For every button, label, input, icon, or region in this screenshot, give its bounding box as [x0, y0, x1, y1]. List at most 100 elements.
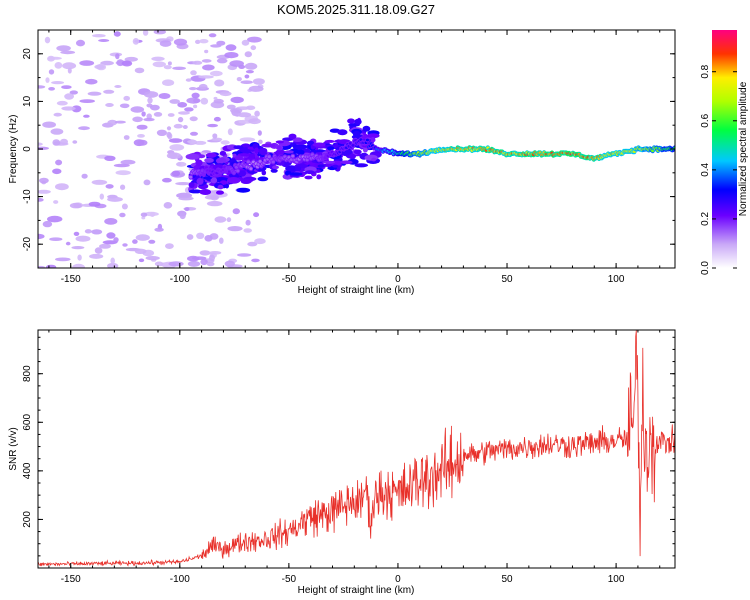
- noise-blob: [254, 110, 260, 117]
- noise-blob: [38, 142, 43, 146]
- signal-blob: [322, 160, 336, 164]
- noise-blob: [226, 104, 236, 110]
- noise-blob: [240, 80, 253, 84]
- noise-blob: [195, 39, 201, 45]
- noise-blob: [122, 243, 128, 247]
- noise-blob: [184, 107, 194, 112]
- noise-blob: [198, 75, 214, 79]
- noise-blob: [171, 170, 181, 177]
- x-tick-label: 50: [501, 574, 513, 585]
- noise-blob: [69, 202, 82, 209]
- noise-blob: [206, 261, 215, 267]
- noise-blob: [51, 81, 65, 85]
- snr-axes: -150 -100 -50 0 50 100 200 400 600 800: [22, 330, 675, 585]
- noise-blob: [163, 65, 172, 70]
- noise-blob: [208, 251, 222, 255]
- ridge-point: [351, 144, 355, 147]
- signal-blob: [327, 146, 335, 151]
- signal-blob: [217, 184, 224, 190]
- signal-blob: [226, 144, 238, 150]
- noise-blob: [38, 265, 46, 268]
- signal-blob: [195, 159, 203, 166]
- noise-blob: [186, 234, 194, 240]
- noise-blob: [153, 30, 166, 35]
- noise-blob: [75, 235, 91, 242]
- noise-blob: [191, 92, 200, 99]
- noise-blob: [250, 45, 257, 51]
- ridge-point: [365, 138, 369, 142]
- x-tick-label: -150: [61, 274, 81, 285]
- noise-blob: [38, 85, 46, 89]
- signal-blob: [367, 133, 380, 139]
- y-tick-label: 200: [22, 511, 33, 528]
- y-tick-label: 10: [22, 95, 33, 107]
- signal-blob: [353, 149, 362, 155]
- signal-blob: [257, 176, 269, 182]
- noise-blob: [134, 248, 147, 254]
- noise-blob: [206, 200, 223, 207]
- noise-blob: [199, 39, 209, 44]
- noise-blob: [156, 129, 167, 136]
- noise-blob: [142, 30, 149, 36]
- snr-line: [38, 330, 675, 567]
- noise-blob: [52, 139, 61, 146]
- signal-blob: [340, 160, 353, 165]
- noise-blob: [94, 64, 105, 70]
- noise-blob: [189, 116, 198, 122]
- noise-blob: [91, 229, 103, 235]
- noise-blob: [106, 232, 116, 239]
- signal-blob: [285, 165, 298, 172]
- noise-blob: [123, 135, 130, 140]
- noise-blob: [119, 103, 130, 109]
- noise-blob: [192, 60, 203, 65]
- noise-blob: [227, 128, 233, 136]
- noise-blob: [121, 203, 128, 210]
- snr-ylabel: SNR (v/v): [8, 427, 19, 470]
- noise-blob: [239, 137, 256, 142]
- signal-blob: [352, 130, 361, 138]
- noise-blob: [54, 62, 63, 69]
- noise-blob: [77, 254, 82, 261]
- signal-blob: [210, 177, 218, 184]
- signal-blob: [261, 170, 267, 176]
- noise-blob: [168, 138, 183, 143]
- noise-blob: [45, 77, 50, 83]
- noise-blob: [219, 237, 224, 244]
- noise-blob: [209, 254, 215, 262]
- signal-blob: [371, 157, 377, 162]
- colorbar-label: Normalized spectral amplitude: [738, 81, 749, 216]
- noise-blob: [107, 196, 123, 202]
- noise-blob: [153, 112, 163, 117]
- noise-blob: [60, 138, 68, 145]
- noise-blob: [169, 99, 180, 104]
- noise-blob: [149, 212, 155, 217]
- noise-blob: [47, 215, 63, 223]
- noise-blob: [169, 144, 185, 151]
- signal-blob: [202, 176, 213, 180]
- noise-blob: [124, 56, 138, 62]
- noise-blob: [143, 91, 159, 98]
- noise-blob: [247, 241, 258, 247]
- noise-blob: [71, 246, 85, 250]
- signal-blob: [272, 165, 279, 170]
- noise-blob: [213, 96, 218, 100]
- noise-blob: [190, 131, 198, 136]
- signal-blob: [294, 146, 306, 150]
- noise-blob: [83, 114, 90, 118]
- signal-blob: [204, 157, 214, 163]
- noise-blob: [252, 78, 265, 85]
- signal-blob: [237, 170, 247, 177]
- y-tick-label: -10: [22, 189, 33, 204]
- signal-blob: [324, 139, 336, 143]
- noise-blob: [154, 261, 164, 267]
- ridge-point: [236, 169, 240, 173]
- noise-blob: [148, 239, 156, 244]
- noise-blob: [167, 61, 172, 66]
- noise-blob: [162, 79, 175, 86]
- noise-blob: [204, 195, 220, 200]
- noise-blob: [87, 91, 102, 96]
- noise-blob: [178, 111, 190, 115]
- noise-blob: [152, 61, 166, 68]
- signal-blob: [235, 155, 243, 161]
